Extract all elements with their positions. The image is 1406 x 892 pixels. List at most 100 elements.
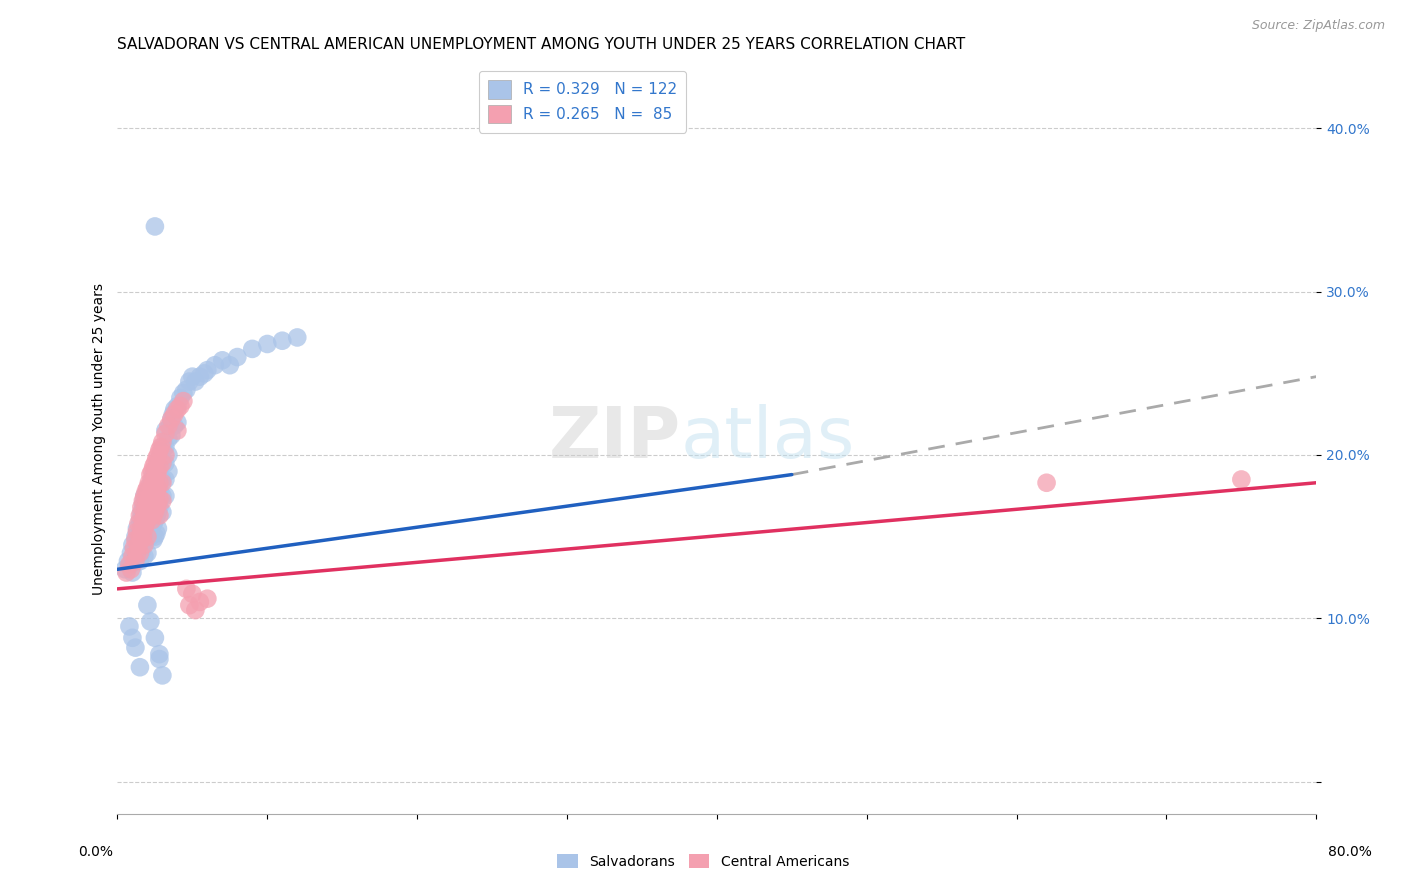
Point bbox=[159, 418, 181, 433]
Point bbox=[129, 538, 152, 552]
Point bbox=[134, 489, 156, 503]
Text: atlas: atlas bbox=[681, 404, 855, 473]
Point bbox=[136, 497, 159, 511]
Point bbox=[129, 554, 152, 568]
Point bbox=[139, 615, 162, 629]
Point bbox=[145, 483, 167, 498]
Point bbox=[143, 530, 166, 544]
Point bbox=[143, 489, 166, 503]
Point bbox=[134, 538, 156, 552]
Point bbox=[166, 424, 188, 438]
Point bbox=[131, 546, 153, 560]
Point bbox=[148, 652, 170, 666]
Point bbox=[285, 330, 308, 344]
Point bbox=[132, 497, 155, 511]
Point bbox=[163, 402, 186, 417]
Point bbox=[131, 500, 153, 515]
Point bbox=[145, 467, 167, 482]
Point bbox=[152, 493, 174, 508]
Point bbox=[138, 492, 160, 507]
Point bbox=[118, 559, 141, 574]
Point bbox=[157, 448, 180, 462]
Point bbox=[155, 473, 177, 487]
Point bbox=[127, 516, 149, 531]
Point bbox=[124, 530, 146, 544]
Point bbox=[172, 394, 194, 409]
Point bbox=[152, 473, 174, 487]
Point bbox=[135, 521, 157, 535]
Point bbox=[142, 475, 165, 490]
Point bbox=[240, 342, 263, 356]
Point bbox=[148, 443, 170, 458]
Legend: Salvadorans, Central Americans: Salvadorans, Central Americans bbox=[551, 848, 855, 874]
Point bbox=[141, 481, 163, 495]
Point bbox=[135, 510, 157, 524]
Point bbox=[188, 595, 211, 609]
Point bbox=[134, 521, 156, 535]
Point bbox=[152, 456, 174, 470]
Point bbox=[142, 516, 165, 531]
Text: 0.0%: 0.0% bbox=[79, 846, 112, 859]
Point bbox=[160, 412, 183, 426]
Point bbox=[146, 481, 169, 495]
Point bbox=[166, 399, 188, 413]
Point bbox=[143, 219, 166, 234]
Text: 80.0%: 80.0% bbox=[1327, 846, 1372, 859]
Point bbox=[134, 505, 156, 519]
Point bbox=[271, 334, 294, 348]
Point bbox=[129, 508, 152, 523]
Point bbox=[142, 467, 165, 482]
Point bbox=[184, 375, 207, 389]
Point bbox=[141, 489, 163, 503]
Point bbox=[145, 526, 167, 541]
Point bbox=[141, 464, 163, 478]
Point bbox=[138, 489, 160, 503]
Point bbox=[139, 477, 162, 491]
Point bbox=[138, 508, 160, 523]
Point bbox=[136, 530, 159, 544]
Point bbox=[132, 530, 155, 544]
Point bbox=[141, 505, 163, 519]
Point bbox=[149, 448, 172, 462]
Point bbox=[141, 497, 163, 511]
Point bbox=[163, 407, 186, 421]
Point bbox=[129, 660, 152, 674]
Point bbox=[1035, 475, 1057, 490]
Point bbox=[181, 587, 204, 601]
Text: ZIP: ZIP bbox=[548, 404, 681, 473]
Point bbox=[135, 483, 157, 498]
Point bbox=[129, 513, 152, 527]
Point bbox=[145, 510, 167, 524]
Point bbox=[129, 526, 152, 541]
Point bbox=[129, 546, 152, 560]
Point bbox=[149, 440, 172, 454]
Point bbox=[135, 493, 157, 508]
Point bbox=[179, 375, 201, 389]
Point bbox=[135, 500, 157, 515]
Point bbox=[131, 521, 153, 535]
Point bbox=[188, 369, 211, 384]
Point bbox=[132, 538, 155, 552]
Point bbox=[134, 508, 156, 523]
Point bbox=[142, 483, 165, 498]
Point bbox=[160, 428, 183, 442]
Point bbox=[142, 459, 165, 474]
Point bbox=[136, 483, 159, 498]
Point bbox=[148, 647, 170, 661]
Point bbox=[132, 513, 155, 527]
Point bbox=[124, 549, 146, 564]
Point bbox=[157, 432, 180, 446]
Point bbox=[132, 521, 155, 535]
Point bbox=[142, 492, 165, 507]
Point bbox=[141, 521, 163, 535]
Point bbox=[136, 481, 159, 495]
Point bbox=[155, 456, 177, 470]
Point bbox=[132, 510, 155, 524]
Point bbox=[134, 533, 156, 547]
Point bbox=[218, 358, 240, 372]
Point bbox=[143, 456, 166, 470]
Point bbox=[142, 508, 165, 523]
Point bbox=[148, 492, 170, 507]
Point bbox=[155, 489, 177, 503]
Point bbox=[184, 603, 207, 617]
